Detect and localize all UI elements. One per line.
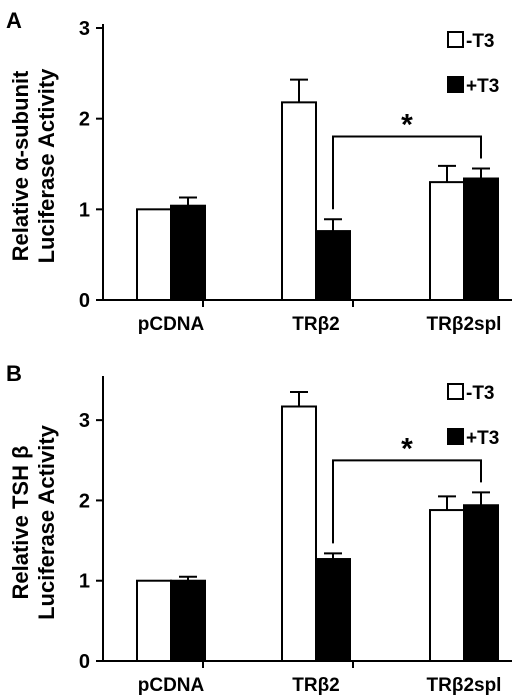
legend-swatch	[447, 76, 464, 93]
y-axis-label-line1: Relative α-subunit	[8, 70, 33, 261]
y-tick-label: 0	[79, 290, 90, 312]
bar-t3-1	[281, 101, 317, 301]
legend-swatch	[447, 428, 464, 445]
panel-label: B	[6, 361, 22, 386]
x-tick-label: TRβ2spl	[427, 314, 502, 335]
significance-asterisk: *	[401, 432, 413, 465]
chart-panel-b: B Relative TSH β Luciferase Activity 0 1 2 3 pC…	[6, 361, 512, 696]
y-axis-label-line2: Luciferase Activity	[34, 68, 59, 264]
bar-t3-0	[170, 204, 206, 301]
significance-bracket	[332, 135, 482, 210]
legend-label: +T3	[466, 428, 499, 449]
legend-label: -T3	[466, 31, 495, 52]
bar-t3-1	[315, 230, 351, 302]
x-tick-label: pCDNA	[138, 314, 205, 335]
bar-t3-1	[281, 405, 317, 662]
y-tick-label: 1	[79, 199, 90, 221]
y-tick-label: 3	[79, 410, 90, 432]
y-tick-label: 0	[79, 651, 90, 673]
bar-t3-2	[463, 504, 499, 663]
x-tick-label: TRβ2	[292, 314, 340, 335]
chart-panel-a: A Relative α-subunit Luciferase Activity 0 1…	[6, 8, 512, 335]
legend-label: +T3	[466, 76, 499, 97]
bar-t3-2	[429, 181, 465, 301]
legend-label: -T3	[466, 383, 495, 404]
legend-swatch	[447, 31, 464, 48]
bar-t3-0	[136, 579, 172, 663]
y-axis-label-line1: Relative TSH β	[8, 445, 33, 599]
panel-label: A	[6, 8, 22, 33]
bar-t3-2	[463, 177, 499, 301]
bar-t3-2	[429, 509, 465, 663]
y-tick-label: 2	[79, 490, 90, 512]
x-tick-label: pCDNA	[138, 675, 205, 696]
y-tick-label: 2	[79, 109, 90, 131]
bar-t3-0	[136, 208, 172, 301]
y-tick-label: 1	[79, 571, 90, 593]
significance-asterisk: *	[401, 109, 413, 142]
legend-swatch	[447, 383, 464, 400]
x-tick-label: TRβ2spl	[427, 675, 502, 696]
y-axis-label-line2: Luciferase Activity	[34, 424, 59, 620]
significance-bracket	[332, 459, 482, 544]
bar-t3-1	[315, 558, 351, 663]
y-tick-label: 3	[79, 18, 90, 40]
x-tick-label: TRβ2	[292, 675, 340, 696]
bar-t3-0	[170, 579, 206, 663]
